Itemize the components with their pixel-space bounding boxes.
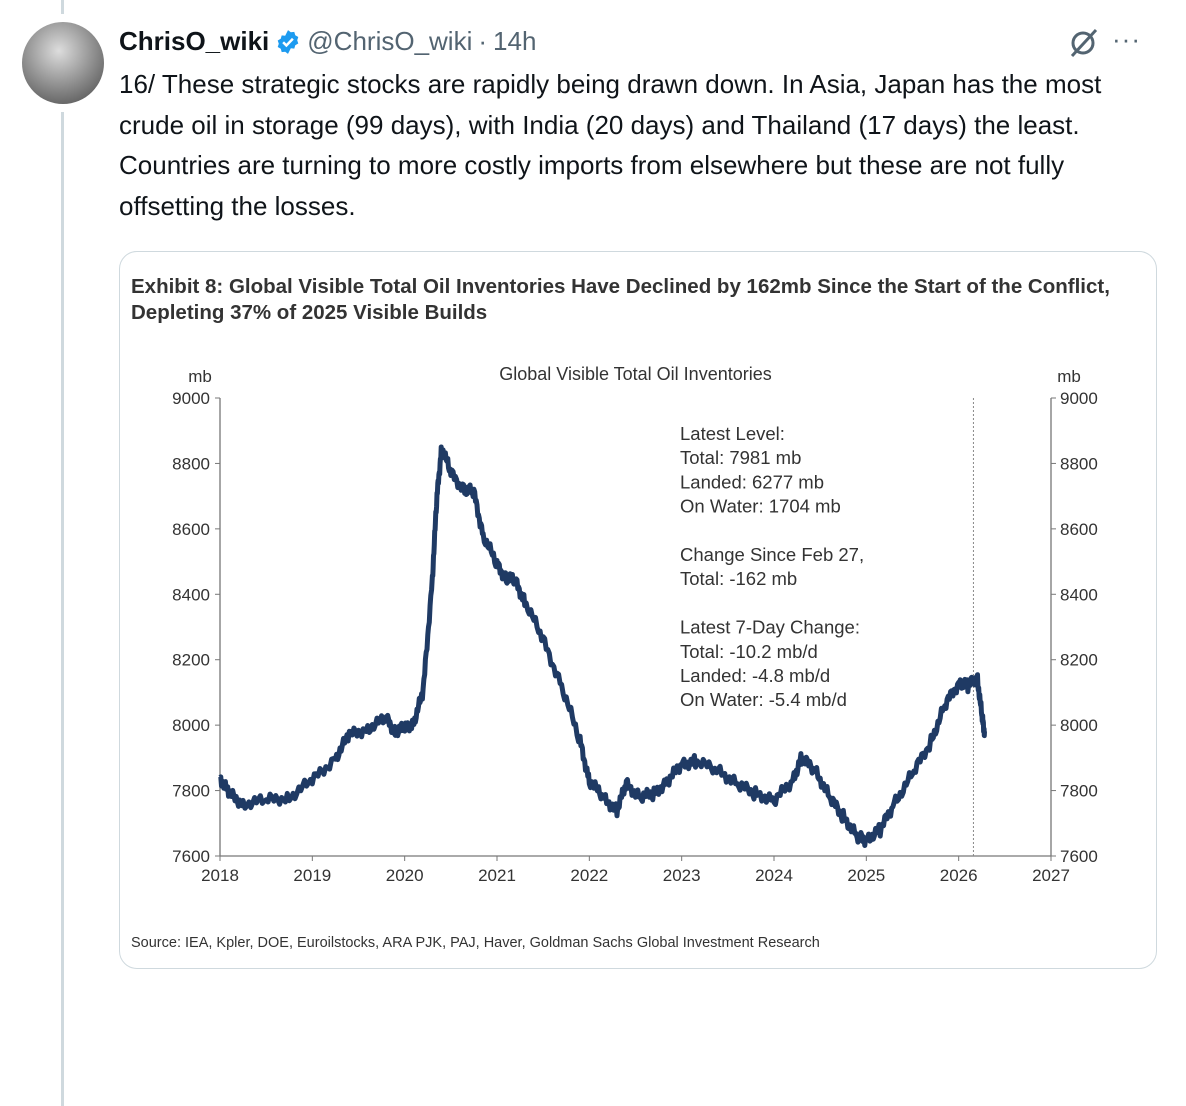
y-tick-label: 8600	[172, 520, 210, 539]
x-tick-label: 2024	[755, 866, 793, 885]
y-axis-label: mb	[188, 367, 212, 386]
y-tick-label: 8000	[172, 716, 210, 735]
annotation-line: Latest 7-Day Change:	[680, 617, 860, 638]
thread-line-top	[61, 0, 64, 14]
annotation-line: Latest Level:	[680, 423, 785, 444]
x-tick-label: 2018	[201, 866, 239, 885]
x-tick-label: 2027	[1032, 866, 1070, 885]
separator: ·	[478, 26, 488, 56]
display-name[interactable]: ChrisO_wiki	[119, 26, 270, 56]
inventory-series-line	[218, 444, 987, 848]
thread-line	[61, 112, 64, 1106]
x-tick-label: 2023	[663, 866, 701, 885]
y-tick-label-right: 8600	[1060, 520, 1098, 539]
y-tick-label-right: 8200	[1060, 651, 1098, 670]
annotation-line: Total: -162 mb	[680, 568, 797, 589]
x-tick-label: 2019	[293, 866, 331, 885]
more-options-button[interactable]: ···	[1112, 24, 1141, 54]
y-tick-label-right: 8400	[1060, 585, 1098, 604]
y-tick-label: 7800	[172, 782, 210, 801]
x-tick-label: 2022	[570, 866, 608, 885]
timestamp[interactable]: 14h	[493, 26, 537, 56]
y-tick-label-right: 8800	[1060, 454, 1098, 473]
y-tick-label-right: 7600	[1060, 847, 1098, 866]
x-tick-label: 2020	[386, 866, 424, 885]
annotation-line: Landed: -4.8 mb/d	[680, 665, 830, 686]
tweet-header: ChrisO_wiki @ChrisO_wiki · 14h	[119, 26, 536, 57]
y-tick-label-right: 7800	[1060, 782, 1098, 801]
oil-inventory-chart: 7600 7600 7800 7800 8000 8000 8200 8200 8400 8400…	[172, 364, 1098, 885]
x-tick-label: 2021	[478, 866, 516, 885]
y-axis-label-right: mb	[1057, 367, 1081, 386]
exhibit-source: Source: IEA, Kpler, DOE, Euroilstocks, A…	[131, 935, 820, 951]
annotation-line: On Water: 1704 mb	[680, 496, 841, 517]
annotation-line: Landed: 6277 mb	[680, 471, 824, 492]
exhibit-image[interactable]: Exhibit 8: Global Visible Total Oil Inve…	[119, 251, 1157, 969]
y-tick-label-right: 8000	[1060, 716, 1098, 735]
annotation-line: Total: -10.2 mb/d	[680, 641, 818, 662]
exhibit-title: Exhibit 8: Global Visible Total Oil Inve…	[131, 275, 1110, 324]
y-tick-label: 8400	[172, 585, 210, 604]
grok-icon[interactable]	[1066, 26, 1100, 60]
avatar[interactable]	[22, 22, 104, 104]
annotation-line: Change Since Feb 27,	[680, 544, 864, 565]
verified-badge-icon	[277, 29, 299, 54]
handle[interactable]: @ChrisO_wiki	[307, 26, 473, 56]
y-tick-label: 7600	[172, 847, 210, 866]
annotation-line: On Water: -5.4 mb/d	[680, 689, 847, 710]
y-tick-label: 8200	[172, 651, 210, 670]
x-tick-label: 2026	[940, 866, 978, 885]
x-tick-label: 2025	[847, 866, 885, 885]
chart-title: Global Visible Total Oil Inventories	[499, 364, 771, 384]
tweet-text: 16/ These strategic stocks are rapidly b…	[119, 69, 1102, 221]
y-tick-label: 9000	[172, 389, 210, 408]
y-tick-label: 8800	[172, 454, 210, 473]
y-tick-label-right: 9000	[1060, 389, 1098, 408]
annotation-line: Total: 7981 mb	[680, 447, 801, 468]
